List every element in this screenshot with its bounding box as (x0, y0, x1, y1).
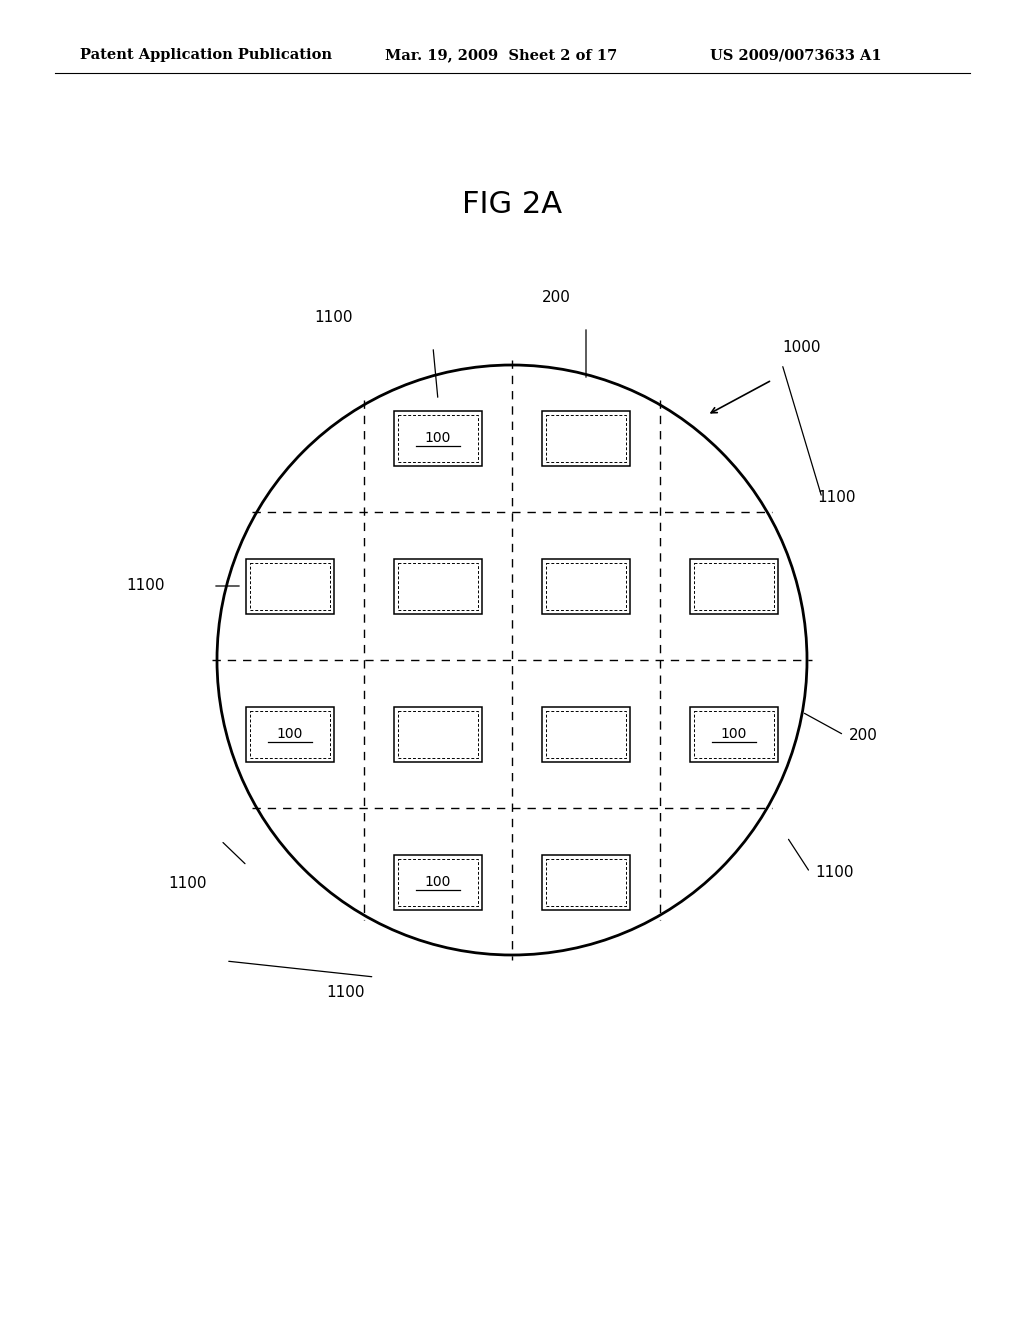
Text: Patent Application Publication: Patent Application Publication (80, 49, 332, 62)
Bar (398, 710, 478, 758)
Bar (398, 414, 478, 462)
Text: 200: 200 (542, 290, 570, 305)
Bar (542, 706, 630, 762)
Text: FIG 2A: FIG 2A (462, 190, 562, 219)
Bar (398, 562, 478, 610)
Bar (546, 710, 626, 758)
Bar (546, 858, 626, 906)
Bar (250, 562, 330, 610)
Text: 1100: 1100 (127, 578, 165, 594)
Bar (694, 710, 774, 758)
Bar (394, 854, 482, 909)
Bar (394, 706, 482, 762)
Text: US 2009/0073633 A1: US 2009/0073633 A1 (710, 49, 882, 62)
Text: 1000: 1000 (782, 341, 820, 355)
Bar (694, 562, 774, 610)
Bar (394, 411, 482, 466)
Text: 100: 100 (276, 727, 303, 741)
Bar (690, 558, 778, 614)
Bar (542, 411, 630, 466)
Bar (690, 706, 778, 762)
Text: 1100: 1100 (815, 865, 853, 880)
Bar (398, 858, 478, 906)
Bar (394, 558, 482, 614)
Bar (250, 710, 330, 758)
Text: 100: 100 (425, 432, 452, 445)
Text: 100: 100 (425, 875, 452, 888)
Bar (246, 706, 334, 762)
Bar (246, 558, 334, 614)
Bar (546, 414, 626, 462)
Text: 1100: 1100 (326, 985, 365, 1001)
Text: 100: 100 (721, 727, 748, 741)
Text: 200: 200 (849, 727, 878, 742)
Text: 1100: 1100 (314, 310, 353, 325)
Bar (542, 558, 630, 614)
Text: Mar. 19, 2009  Sheet 2 of 17: Mar. 19, 2009 Sheet 2 of 17 (385, 49, 617, 62)
Text: 1100: 1100 (817, 490, 855, 506)
Bar (542, 854, 630, 909)
Bar (546, 562, 626, 610)
Text: 1100: 1100 (169, 875, 207, 891)
